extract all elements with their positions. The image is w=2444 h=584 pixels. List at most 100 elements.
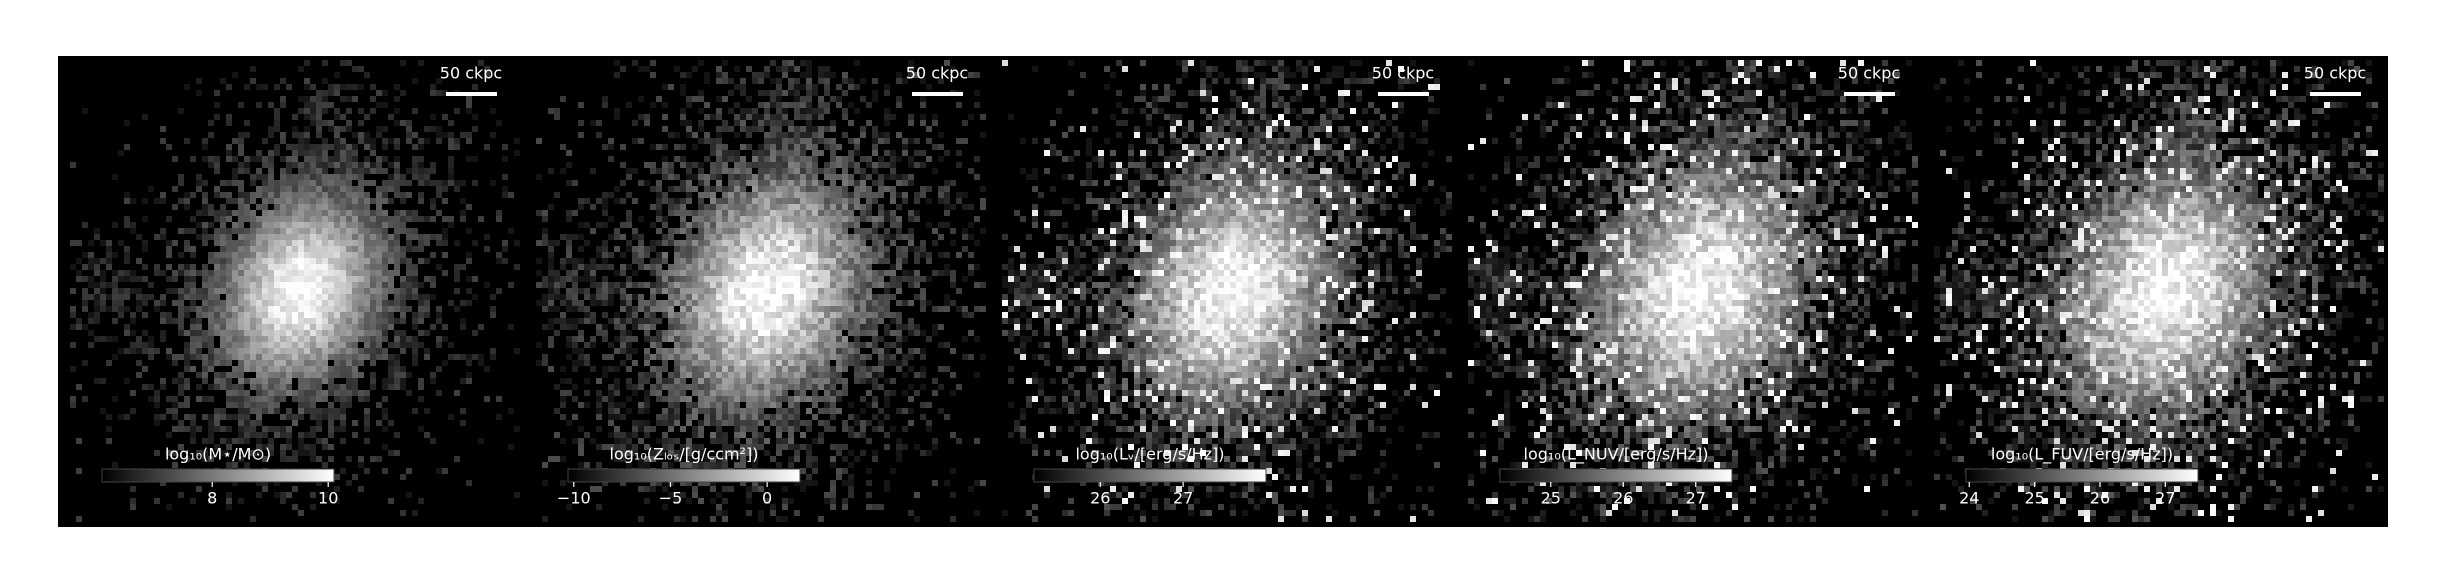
pixel [214,354,220,360]
pixel [220,264,226,270]
pixel [794,246,800,252]
pixel [962,234,968,240]
pixel [274,408,280,414]
pixel [370,144,376,150]
pixel [836,408,842,414]
pixel [620,162,626,168]
pixel [806,240,812,246]
pixel [602,264,608,270]
pixel [286,492,292,498]
pixel [208,384,214,390]
pixel [788,342,794,348]
pixel [908,234,914,240]
pixel [692,318,698,324]
pixel [800,114,806,120]
pixel [620,438,626,444]
pixel [560,318,566,324]
pixel [406,228,412,234]
pixel [878,270,884,276]
pixel [680,300,686,306]
pixel [154,498,160,504]
pixel [662,330,668,336]
pixel [316,282,322,288]
pixel [304,240,310,246]
pixel [220,384,226,390]
pixel [776,348,782,354]
pixel [812,294,818,300]
pixel [944,342,950,348]
pixel [352,252,358,258]
pixel [286,168,292,174]
pixel [400,318,406,324]
pixel [962,204,968,210]
pixel [860,234,866,240]
pixel [400,174,406,180]
pixel [358,456,364,462]
pixel [310,306,316,312]
pixel [758,378,764,384]
pixel [800,432,806,438]
pixel [644,330,650,336]
pixel [316,168,322,174]
pixel [322,414,328,420]
pixel [316,258,322,264]
pixel [722,348,728,354]
pixel [94,234,100,240]
pixel [920,288,926,294]
pixel [352,84,358,90]
pixel [178,354,184,360]
pixel [944,150,950,156]
pixel [436,138,442,144]
pixel [950,282,956,288]
pixel [722,276,728,282]
pixel [620,294,626,300]
pixel [794,108,800,114]
pixel [674,366,680,372]
pixel [244,354,250,360]
pixel [232,198,238,204]
pixel [854,84,860,90]
pixel [698,264,704,270]
pixel [848,180,854,186]
pixel [202,360,208,366]
pixel [728,204,734,210]
pixel [400,330,406,336]
pixel [800,198,806,204]
pixel [848,276,854,282]
pixel [256,228,262,234]
pixel [752,318,758,324]
pixel [716,108,722,114]
pixel [268,366,274,372]
pixel [866,354,872,360]
pixel [172,240,178,246]
pixel [292,294,298,300]
pixel [322,174,328,180]
pixel [208,414,214,420]
pixel [160,234,166,240]
pixel [346,312,352,318]
pixel [322,366,328,372]
pixel [728,270,734,276]
pixel [376,258,382,264]
pixel [280,216,286,222]
pixel [274,240,280,246]
pixel [244,300,250,306]
pixel [818,72,824,78]
pixel [758,384,764,390]
pixel [340,372,346,378]
pixel [890,378,896,384]
pixel [854,432,860,438]
pixel [412,246,418,252]
pixel [268,444,274,450]
pixel [848,324,854,330]
pixel [698,108,704,114]
pixel [76,468,82,474]
pixel [872,330,878,336]
pixel [322,318,328,324]
pixel [388,342,394,348]
pixel [728,378,734,384]
pixel [764,336,770,342]
pixel [908,282,914,288]
pixel [842,324,848,330]
pixel [800,228,806,234]
